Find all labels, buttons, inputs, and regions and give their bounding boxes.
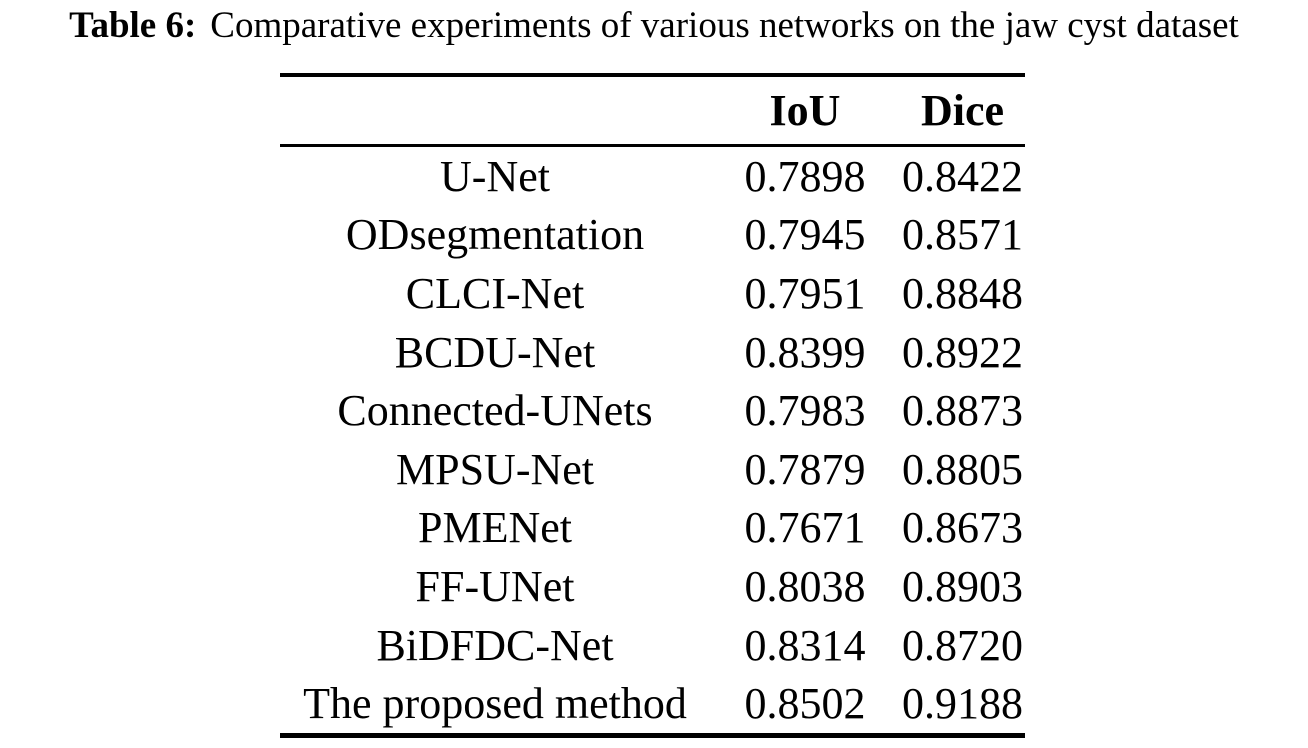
iou-cell: 0.7951 (744, 268, 866, 318)
table-caption-text: Comparative experiments of various netwo… (210, 5, 1239, 46)
model-cell: Connected-UNets (337, 386, 653, 436)
iou-cell: 0.8502 (744, 679, 866, 729)
table-row: FF-UNet 0.8038 0.8903 (280, 557, 1025, 616)
results-table-body: U-Net 0.7898 0.8422 ODsegmentation 0.794… (280, 146, 1025, 736)
model-cell: BCDU-Net (394, 327, 596, 377)
dice-cell: 0.8673 (902, 503, 1023, 553)
table-row: U-Net 0.7898 0.8422 (280, 146, 1025, 206)
model-cell: CLCI-Net (405, 268, 585, 318)
model-cell: BiDFDC-Net (376, 620, 614, 670)
model-cell: The proposed method (303, 679, 687, 729)
header-dice: Dice (900, 75, 1025, 147)
iou-cell: 0.7898 (744, 151, 866, 201)
model-cell: FF-UNet (415, 561, 575, 611)
iou-cell: 0.8038 (744, 561, 866, 611)
header-iou: IoU (710, 75, 900, 147)
table-row: The proposed method 0.8502 0.9188 (280, 674, 1025, 735)
iou-cell: 0.8314 (744, 620, 866, 670)
header-model (280, 75, 710, 147)
table-row: MPSU-Net 0.7879 0.8805 (280, 440, 1025, 499)
table-row: PMENet 0.7671 0.8673 (280, 499, 1025, 558)
dice-cell: 0.8571 (902, 210, 1023, 260)
dice-cell: 0.8805 (902, 444, 1023, 494)
table-row: BCDU-Net 0.8399 0.8922 (280, 323, 1025, 382)
iou-cell: 0.7671 (744, 503, 866, 553)
dice-cell: 0.9188 (902, 679, 1023, 729)
table-caption-label: Table 6: (69, 5, 197, 46)
dice-cell: 0.8848 (902, 268, 1023, 318)
iou-cell: 0.7879 (744, 444, 866, 494)
iou-cell: 0.7983 (744, 386, 866, 436)
model-cell: MPSU-Net (395, 444, 595, 494)
model-cell: U-Net (440, 151, 550, 201)
iou-cell: 0.7945 (744, 210, 866, 260)
dice-cell: 0.8903 (902, 561, 1023, 611)
results-table-header: IoU Dice (280, 75, 1025, 147)
table-caption: Table 6: Comparative experiments of vario… (0, 0, 1308, 52)
model-cell: PMENet (418, 503, 572, 553)
table-row: Connected-UNets 0.7983 0.8873 (280, 381, 1025, 440)
results-table: IoU Dice U-Net 0.7898 0.8422 ODsegmentat… (280, 73, 1025, 738)
table-row: ODsegmentation 0.7945 0.8571 (280, 206, 1025, 265)
dice-cell: 0.8873 (902, 386, 1023, 436)
model-cell: ODsegmentation (345, 210, 645, 260)
dice-cell: 0.8422 (902, 151, 1023, 201)
header-row: IoU Dice (280, 75, 1025, 147)
iou-cell: 0.8399 (744, 327, 866, 377)
table-row: BiDFDC-Net 0.8314 0.8720 (280, 616, 1025, 675)
dice-cell: 0.8922 (902, 327, 1023, 377)
dice-cell: 0.8720 (902, 620, 1023, 670)
table-row: CLCI-Net 0.7951 0.8848 (280, 264, 1025, 323)
